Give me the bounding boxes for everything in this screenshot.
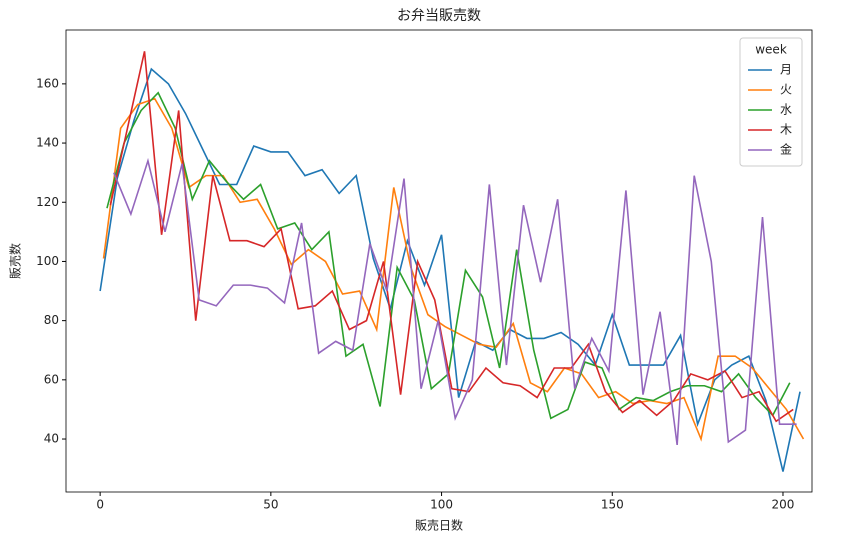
y-tick-label: 140	[36, 136, 59, 150]
series-line	[113, 157, 797, 446]
x-tick-label: 150	[601, 498, 624, 512]
y-tick-label: 80	[44, 313, 59, 327]
x-tick-label: 200	[772, 498, 795, 512]
legend-title: week	[755, 43, 787, 57]
legend-label: 金	[780, 142, 792, 157]
y-tick-label: 100	[36, 254, 59, 268]
legend-label: 火	[780, 83, 792, 97]
chart-title: お弁当販売数	[397, 8, 481, 24]
y-tick-label: 40	[44, 432, 59, 446]
x-tick-label: 100	[430, 498, 453, 512]
legend-box	[739, 37, 803, 167]
series-line	[99, 67, 801, 472]
y-tick-label: 160	[36, 76, 59, 90]
series-line	[102, 97, 805, 442]
series-line	[109, 51, 794, 423]
x-tick-label: 50	[263, 498, 278, 512]
legend-label: 水	[780, 103, 792, 117]
y-tick-label: 60	[44, 372, 59, 386]
y-axis-label: 販売数	[8, 243, 23, 279]
y-tick-label: 120	[36, 195, 59, 209]
x-axis-label: 販売日数	[415, 518, 463, 533]
legend-label: 木	[780, 123, 792, 137]
legend-label: 月	[780, 63, 792, 77]
x-tick-label: 0	[96, 498, 104, 512]
